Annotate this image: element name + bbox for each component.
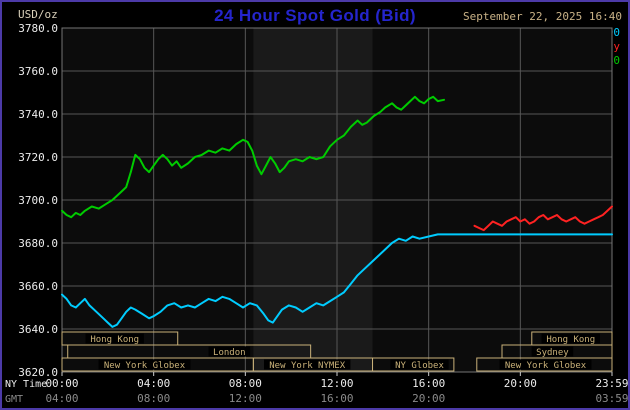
y-axis-label: 3700.0 — [18, 193, 58, 207]
y-axis-label: 3760.0 — [18, 64, 58, 78]
x-axis-label-gmt: 04:00 — [45, 392, 79, 405]
x-axis-label-ny: 16:00 — [412, 377, 446, 390]
session-label-bg — [499, 359, 592, 370]
chart-title: 24 Hour Spot Gold (Bid) — [214, 6, 416, 25]
y-axis-label: 3680.0 — [18, 236, 58, 250]
y-axis-label: 3660.0 — [18, 279, 58, 293]
session-label-bg — [208, 346, 251, 357]
chart-datetime: September 22, 2025 16:40 — [463, 10, 622, 23]
price-line-sep21 — [473, 205, 613, 232]
y-axis-label: 3620.0 — [18, 365, 58, 379]
y-axis-label: 3640.0 — [18, 322, 58, 336]
session-label: New York Globex — [104, 361, 186, 371]
x-axis-label-ny: 20:00 — [503, 377, 537, 390]
price-line-sep19 — [61, 233, 613, 328]
y-axis-units-label: USD/oz — [18, 8, 58, 21]
y-axis-label: 3780.0 — [18, 21, 58, 35]
session-label: Hong Kong — [90, 335, 139, 345]
price-line-sep22 — [61, 95, 445, 219]
x-axis-label-gmt: 12:00 — [228, 392, 262, 405]
x-axis-label-ny: 12:00 — [320, 377, 354, 390]
session-label: New York Globex — [505, 361, 587, 371]
session-label: London — [213, 348, 246, 358]
y-axis-label: 3740.0 — [18, 107, 58, 121]
y-axis-label: 3720.0 — [18, 150, 58, 164]
session-label-bg — [541, 333, 600, 344]
x-axis-label-ny: 23:59 — [595, 377, 629, 390]
session-label-bg — [390, 359, 449, 370]
session-box-ny-globex — [372, 357, 455, 372]
session-box-new-york-globex — [476, 357, 613, 372]
gmt-axis-caption: GMT — [5, 394, 24, 405]
x-axis-label-gmt: 03:59 — [595, 392, 629, 405]
x-axis-label-gmt: 20:00 — [412, 392, 446, 405]
session-label-bg — [531, 346, 574, 357]
session-label-bg — [98, 359, 191, 370]
session-label: NY Globex — [395, 361, 444, 371]
session-label-bg — [264, 359, 351, 370]
session-label-bg — [85, 333, 144, 344]
x-axis-label-gmt: 16:00 — [320, 392, 354, 405]
ny-time-axis-caption: NY Time — [5, 379, 48, 390]
session-label: Hong Kong — [546, 335, 595, 345]
session-label: New York NYMEX — [269, 361, 345, 371]
x-axis-label-ny: 00:00 — [45, 377, 79, 390]
x-axis-label-ny: 04:00 — [137, 377, 171, 390]
x-axis-label-ny: 08:00 — [228, 377, 262, 390]
x-axis-label-gmt: 08:00 — [137, 392, 171, 405]
session-label: Sydney — [536, 348, 569, 358]
